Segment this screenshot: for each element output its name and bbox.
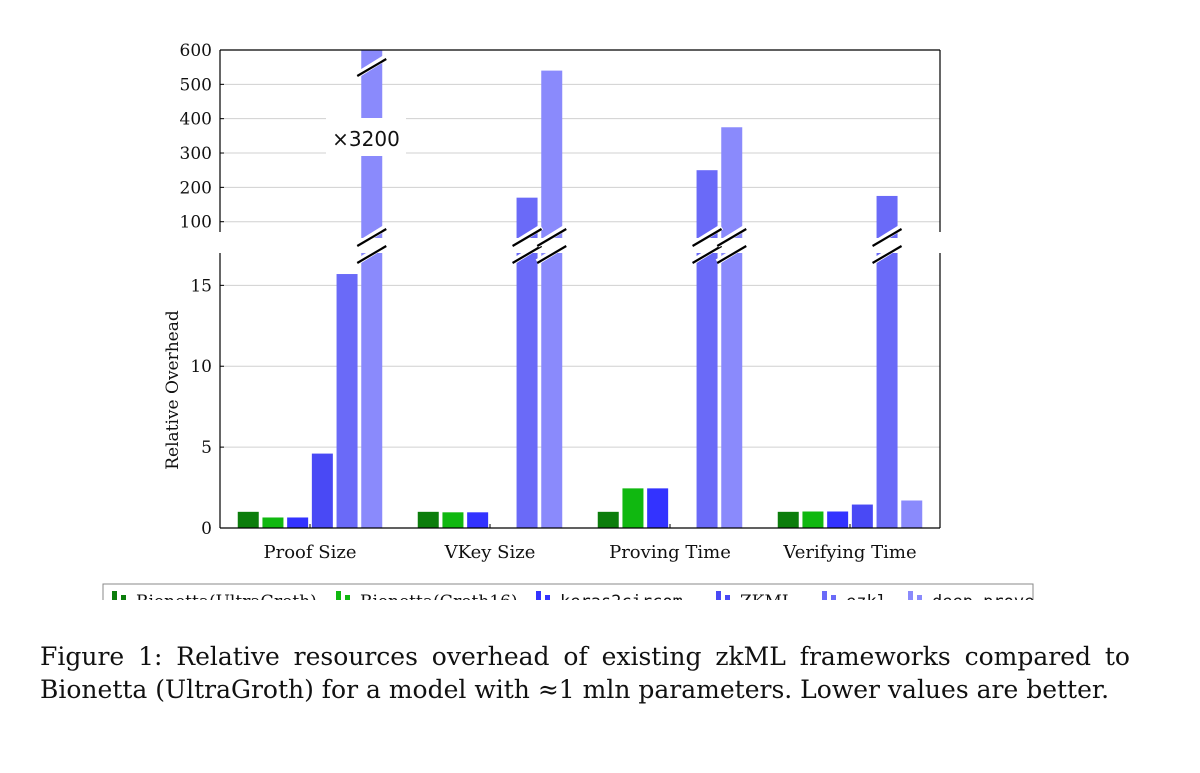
bar-proof-size-zkml: [311, 453, 333, 528]
axis-break-mark: [716, 245, 747, 264]
legend-swatch: [536, 591, 541, 608]
x-tick-label: Verifying Time: [782, 542, 916, 563]
legend-swatch: [831, 595, 836, 608]
legend-label-bionetta-ultragroth: Bionetta(UltraGroth): [136, 592, 317, 600]
x-tick-label: VKey Size: [444, 542, 536, 563]
bar-proof-size-ezkl: [336, 274, 358, 528]
legend-swatch: [545, 595, 550, 608]
legend-swatch: [336, 591, 341, 608]
legend-label-zkml: ZKML: [740, 592, 793, 600]
axis-break-mark: [691, 245, 723, 264]
bar-proof-size-keras2circom: [287, 517, 309, 528]
bar-proving-time-deep-prove-lower: [721, 253, 743, 528]
y-tick-label: 100: [180, 213, 212, 233]
bar-proving-time-ezkl-lower: [696, 253, 718, 528]
bar-proving-time-deep-prove-upper: [721, 127, 743, 238]
axis-break-mark: [536, 228, 567, 247]
legend-swatch: [112, 591, 117, 608]
bar-proof-size-bionetta-groth16: [262, 517, 284, 528]
figure-caption: Figure 1: Relative resources overhead of…: [40, 642, 1130, 704]
y-tick-label: 400: [180, 110, 212, 130]
axis-break-mark: [356, 245, 387, 264]
bar-vkey-size-ezkl-upper: [516, 197, 538, 238]
y-tick-label: 600: [180, 41, 212, 61]
x-tick-label: Proving Time: [609, 542, 731, 563]
chart-svg: 0 5 10 15 100 200 300 400 500 600 Relative Overhea…: [102, 41, 1034, 617]
legend-swatch: [822, 591, 827, 608]
bar-proof-size-bionetta-ultragroth: [237, 511, 259, 528]
axis-break-mark: [871, 228, 903, 247]
axis-break-mark: [871, 245, 903, 264]
axis-break-mark: [716, 228, 747, 247]
legend-label-keras2circom: keras2circom: [560, 592, 683, 600]
bar-verifying-time-ezkl-lower: [876, 253, 898, 528]
bar-verifying-time-keras2circom: [827, 511, 849, 528]
axis-break-mark: [536, 245, 567, 264]
legend-swatch: [345, 595, 350, 608]
axis-break-mark: [511, 245, 543, 264]
bar-proving-time-ezkl-upper: [696, 170, 718, 238]
y-tick-label: 10: [190, 357, 212, 377]
bar-proving-time-bionetta-ultragroth: [597, 511, 619, 528]
bar-vkey-size-deep-prove-lower: [541, 253, 563, 528]
y-tick-label: 5: [201, 438, 212, 458]
axis-break-mark: [356, 58, 387, 77]
y-tick-label: 500: [180, 75, 212, 95]
bar-proving-time-keras2circom: [647, 488, 669, 528]
y-tick-label: 300: [180, 144, 212, 164]
bar-vkey-size-ezkl-lower: [516, 253, 538, 528]
annotation-background: [326, 118, 406, 156]
bar-proof-size-deep-prove-lower: [361, 253, 383, 528]
bar-verifying-time-zkml: [851, 504, 873, 528]
legend-label-deep-prove: deep-prove: [932, 592, 1034, 600]
legend-swatch: [908, 591, 913, 608]
legend-label-ezkl: ezkl: [846, 592, 887, 600]
y-axis-label: Relative Overhead: [163, 310, 183, 470]
axis-break-mark: [511, 228, 543, 247]
bar-proving-time-bionetta-groth16: [622, 488, 644, 528]
axis-break-mark: [356, 228, 387, 247]
legend-swatch: [917, 595, 922, 608]
y-tick-label: 200: [180, 178, 212, 198]
chart: 0 5 10 15 100 200 300 400 500 600 Relative Overhea…: [102, 41, 1034, 617]
y-tick-label: 15: [190, 276, 212, 296]
legend-label-bionetta-groth16: Bionetta(Groth16): [360, 592, 518, 600]
legend-swatch: [716, 591, 721, 608]
y-tick-label: 0: [201, 519, 212, 539]
legend-swatch: [121, 595, 126, 608]
annotation-label: ×3200: [332, 127, 400, 151]
x-tick-label: Proof Size: [264, 542, 357, 563]
bar-verifying-time-deep-prove: [901, 500, 923, 528]
legend-swatch: [725, 595, 730, 608]
bar-verifying-time-ezkl-upper: [876, 195, 898, 238]
bar-verifying-time-bionetta-groth16: [802, 511, 824, 528]
bar-vkey-size-deep-prove-upper: [541, 70, 563, 238]
axis-break-mark: [691, 228, 723, 247]
bar-vkey-size-keras2circom: [467, 512, 489, 528]
bar-vkey-size-bionetta-groth16: [442, 512, 464, 528]
bar-verifying-time-bionetta-ultragroth: [777, 511, 799, 528]
bar-vkey-size-bionetta-ultragroth: [417, 511, 439, 528]
